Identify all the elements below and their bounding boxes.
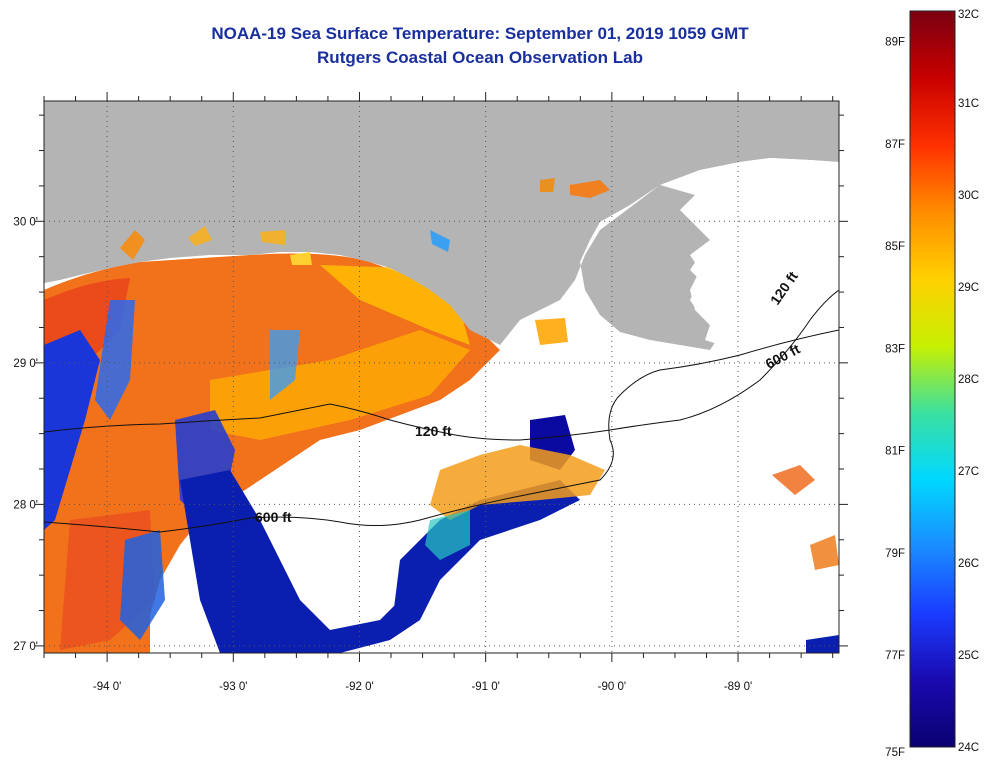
colorbar-fahrenheit-labels: 89F 87F 85F 83F 81F 79F 77F 75F xyxy=(885,37,905,759)
contour-600ft-west xyxy=(44,329,839,533)
longitude-labels: -94 0' -93 0' -92 0' -91 0' -90 0' -89 0' xyxy=(93,681,752,693)
map-title: NOAA-19 Sea Surface Temperature: Septemb… xyxy=(211,24,749,43)
colorbar-f-label: 83F xyxy=(885,343,905,355)
mixed-band-teal xyxy=(425,510,470,560)
colorbar-c-label: 30C xyxy=(958,190,979,202)
colorbar-celsius-labels: 32C 31C 30C 29C 28C 27C 26C 25C 24C xyxy=(958,9,979,754)
lat-label: 30 0' xyxy=(13,216,38,228)
coastal-lake-orange-2 xyxy=(540,178,555,192)
cool-streak-c xyxy=(270,330,300,400)
cool-plume-west xyxy=(44,330,100,530)
warm-patch-far-east-2 xyxy=(810,535,839,570)
colorbar-c-label: 32C xyxy=(958,9,979,21)
colorbar-f-label: 85F xyxy=(885,241,905,253)
coastal-lake-orange xyxy=(570,180,610,198)
land-mass xyxy=(44,101,839,350)
mixed-band-east xyxy=(430,445,605,520)
colorbar-c-label: 31C xyxy=(958,98,979,110)
warm-yellow-band xyxy=(210,330,470,440)
gridlines xyxy=(44,101,839,653)
lon-label: -94 0' xyxy=(93,681,121,693)
colorbar-f-label: 75F xyxy=(885,747,905,759)
contour-label-600ft: 600 ft xyxy=(255,509,292,525)
cool-fringe-east xyxy=(390,480,580,640)
warm-patch-far-east xyxy=(772,465,815,495)
lon-label: -90 0' xyxy=(598,681,626,693)
map-content xyxy=(44,101,839,653)
map-frame xyxy=(43,100,840,654)
colorbar-c-label: 25C xyxy=(958,650,979,662)
warm-yellow-nearshore xyxy=(320,265,470,345)
colorbar-scale xyxy=(909,10,956,748)
colorbar: 32C 31C 30C 29C 28C 27C 26C 25C 24C 89F 87F 85F 83F… xyxy=(885,9,979,759)
coastal-lake-6 xyxy=(535,318,568,345)
colorbar-c-label: 28C xyxy=(958,374,979,386)
frame-ticks xyxy=(35,92,848,662)
map-subtitle: Rutgers Coastal Ocean Observation Lab xyxy=(317,48,643,67)
colorbar-c-label: 29C xyxy=(958,282,979,294)
coastal-lake-5 xyxy=(290,252,312,265)
colorbar-f-label: 89F xyxy=(885,37,905,49)
lon-label: -93 0' xyxy=(219,681,247,693)
lat-label: 27 0' xyxy=(13,641,38,653)
lat-label: 28 0' xyxy=(13,499,38,511)
contour-120ft-west xyxy=(44,289,839,441)
colorbar-c-label: 24C xyxy=(958,742,979,754)
colorbar-f-label: 77F xyxy=(885,650,905,662)
cool-streak-d xyxy=(120,530,165,640)
colorbar-f-label: 79F xyxy=(885,548,905,560)
colorbar-f-label: 81F xyxy=(885,446,905,458)
contour-label-120ft: 120 ft xyxy=(415,423,452,439)
lat-label: 29 0' xyxy=(13,358,38,370)
latitude-labels: 30 0' 29 0' 28 0' 27 0' xyxy=(13,216,38,653)
coastal-lake-2 xyxy=(188,226,212,246)
delta-white-overlay xyxy=(660,158,839,345)
cool-fringe-central xyxy=(180,470,400,653)
colorbar-c-label: 27C xyxy=(958,466,979,478)
coastal-lake-3 xyxy=(260,230,285,245)
colorbar-f-label: 87F xyxy=(885,139,905,151)
coastal-lake-4 xyxy=(430,230,450,252)
lon-label: -92 0' xyxy=(345,681,373,693)
colorbar-c-label: 26C xyxy=(958,558,979,570)
coastal-lake-1 xyxy=(120,230,145,260)
cool-patch-far-east xyxy=(806,635,839,653)
lon-label: -89 0' xyxy=(724,681,752,693)
lon-label: -91 0' xyxy=(471,681,499,693)
cool-streak-a xyxy=(95,300,135,420)
